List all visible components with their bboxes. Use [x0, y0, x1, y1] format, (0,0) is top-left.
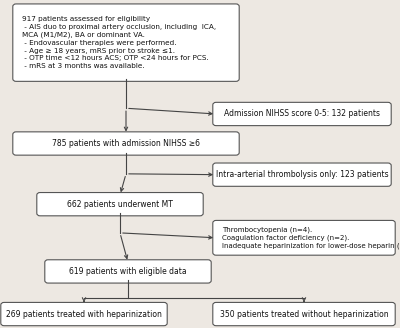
FancyBboxPatch shape — [1, 302, 167, 326]
Text: 350 patients treated without heparinization: 350 patients treated without heparinizat… — [220, 310, 388, 318]
FancyBboxPatch shape — [13, 4, 239, 81]
Text: Admission NIHSS score 0-5: 132 patients: Admission NIHSS score 0-5: 132 patients — [224, 110, 380, 118]
FancyBboxPatch shape — [213, 220, 395, 255]
Text: 917 patients assessed for eligibility
 - AIS duo to proximal artery occlusion, i: 917 patients assessed for eligibility - … — [22, 16, 216, 69]
Text: 662 patients underwent MT: 662 patients underwent MT — [67, 200, 173, 209]
Text: Intra-arterial thrombolysis only: 123 patients: Intra-arterial thrombolysis only: 123 pa… — [216, 170, 388, 179]
Text: 619 patients with eligible data: 619 patients with eligible data — [69, 267, 187, 276]
FancyBboxPatch shape — [37, 193, 203, 216]
FancyBboxPatch shape — [13, 132, 239, 155]
Text: 269 patients treated with heparinization: 269 patients treated with heparinization — [6, 310, 162, 318]
FancyBboxPatch shape — [213, 163, 391, 186]
FancyBboxPatch shape — [213, 102, 391, 126]
Text: Thrombocytopenia (n=4).
Coagulation factor deficiency (n=2).
Inadequate heparini: Thrombocytopenia (n=4). Coagulation fact… — [222, 226, 400, 249]
FancyBboxPatch shape — [213, 302, 395, 326]
FancyBboxPatch shape — [45, 260, 211, 283]
Text: 785 patients with admission NIHSS ≥6: 785 patients with admission NIHSS ≥6 — [52, 139, 200, 148]
